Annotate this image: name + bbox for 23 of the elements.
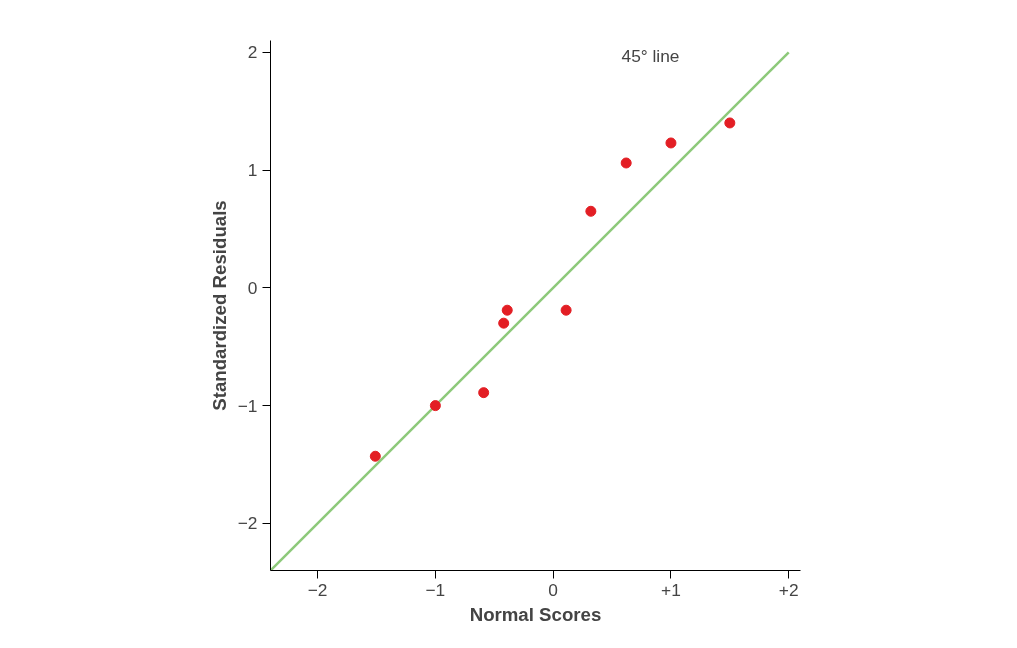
point: [585, 205, 597, 217]
x-tick-label: +2: [778, 579, 799, 600]
annotation: 45° line: [621, 45, 680, 66]
point: [429, 400, 441, 412]
x-tick-label: −2: [307, 579, 328, 600]
y-tick-label: 0: [247, 277, 258, 298]
x-tick-label: +1: [661, 579, 681, 600]
point: [620, 157, 632, 169]
point: [369, 450, 381, 462]
point: [501, 304, 513, 316]
x-tick-label: −1: [425, 579, 446, 600]
point: [560, 304, 572, 316]
y-tick-label: 1: [247, 160, 258, 181]
point: [665, 137, 677, 149]
x-axis-title: Normal Scores: [469, 603, 602, 625]
y-tick-label: 2: [247, 42, 258, 63]
point: [478, 387, 490, 399]
y-tick-label: −1: [237, 395, 258, 416]
y-tick-label: −2: [237, 513, 258, 534]
y-axis-title: Standardized Residuals: [208, 200, 230, 411]
point: [724, 117, 736, 129]
point: [498, 317, 510, 329]
x-tick-label: 0: [548, 579, 558, 600]
